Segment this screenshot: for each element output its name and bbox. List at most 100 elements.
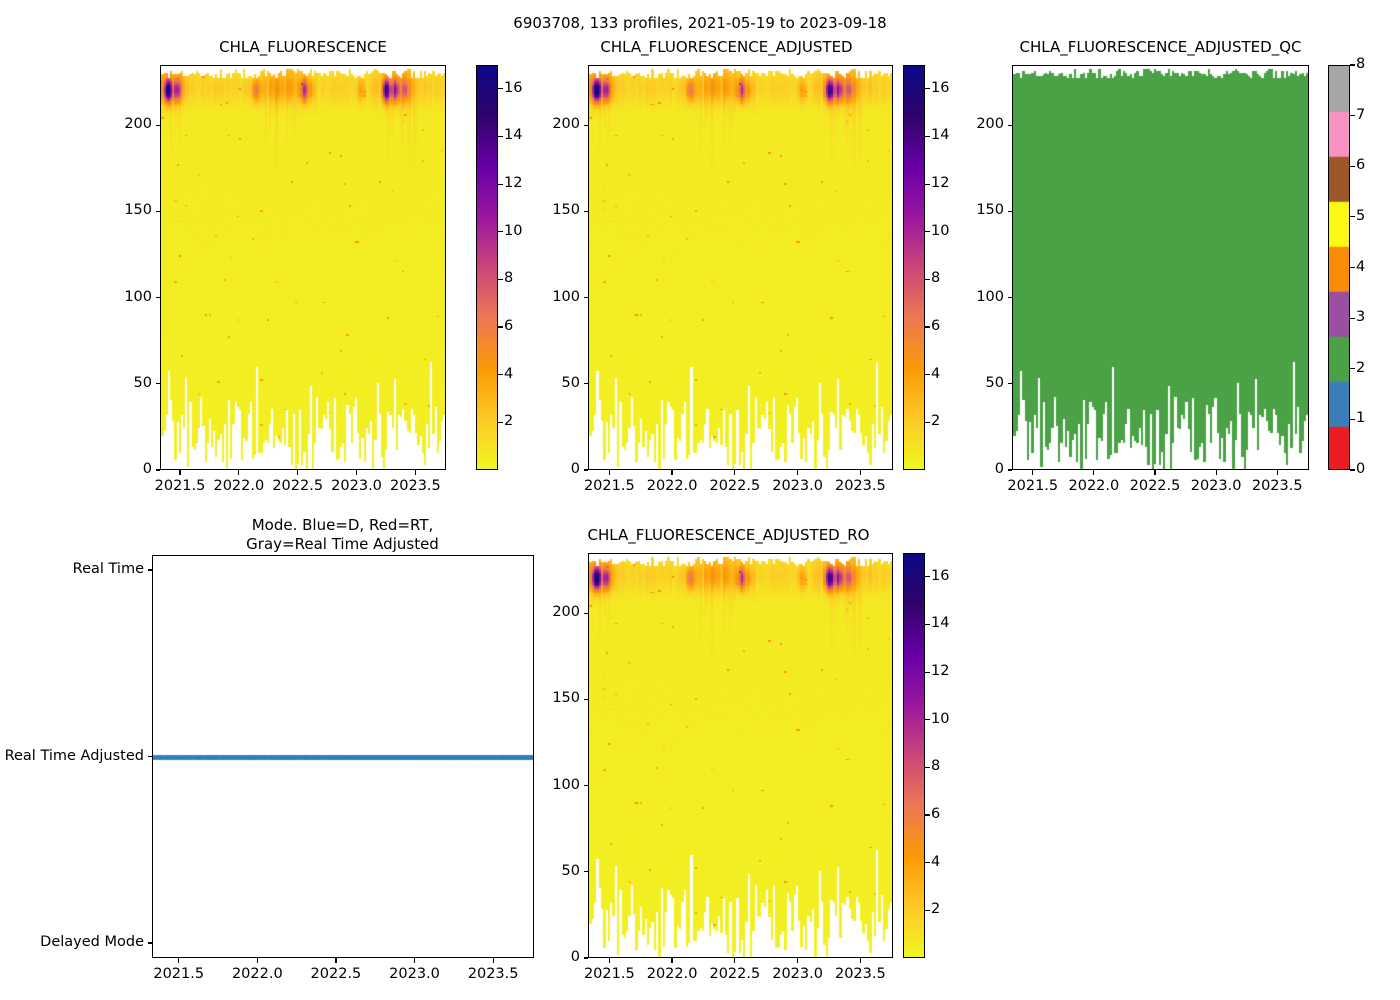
x-tickmark: [734, 958, 736, 963]
x-tickmark: [414, 470, 416, 475]
colorbar-tick-label: 14: [931, 127, 950, 144]
colorbar-tickmark: [925, 326, 930, 328]
colorbar-tickmark: [1350, 216, 1355, 218]
y-tick-label: 200: [976, 116, 1004, 133]
x-tickmark: [671, 470, 673, 475]
heatmap-chla-fluorescence[interactable]: [160, 65, 446, 470]
colorbar-tickmark: [925, 421, 930, 423]
colorbar-tick-label: 10: [504, 222, 523, 239]
panel-title-mode: Mode. Blue=D, Red=RT, Gray=Real Time Adj…: [155, 516, 530, 554]
colorbar-tick-label: 16: [504, 79, 523, 96]
x-tick-label: 2023.5: [834, 966, 886, 982]
y-tick-label: Delayed Mode: [40, 934, 144, 951]
colorbar-canvas: [1329, 66, 1349, 469]
colorbar-tickmark: [498, 135, 503, 138]
y-tick-label: 50: [561, 862, 580, 879]
x-tick-label: 2021.5: [583, 478, 635, 494]
colorbar-tickmark: [1350, 266, 1355, 269]
colorbar-tick-label: 6: [504, 318, 514, 335]
colorbar-tickmark: [925, 766, 930, 768]
panel-title-chla-fluorescence-adjusted-ro: CHLA_FLUORESCENCE_ADJUSTED_RO: [587, 526, 870, 544]
colorbar-chla-fluorescence[interactable]: [476, 65, 498, 470]
x-tick-label: 2022.0: [231, 966, 283, 982]
panel-title-mode-line2: Gray=Real Time Adjusted: [246, 535, 439, 553]
colorbar-tick-label: 16: [931, 79, 950, 96]
colorbar-tick-label: 2: [931, 413, 941, 430]
panel-title-chla-fluorescence-adjusted-qc: CHLA_FLUORESCENCE_ADJUSTED_QC: [1019, 38, 1302, 56]
x-tickmark: [734, 470, 736, 475]
colorbar-tickmark: [1350, 469, 1355, 471]
colorbar-tick-label: 6: [931, 806, 941, 823]
y-tickmark: [583, 297, 588, 299]
colorbar-tick-label: 6: [931, 318, 941, 335]
colorbar-tickmark: [1350, 368, 1355, 370]
mode-scatter-plot[interactable]: [152, 555, 534, 958]
x-tickmark: [859, 470, 861, 475]
colorbar-tickmark: [925, 862, 930, 864]
heatmap-chla-fluorescence-adjusted[interactable]: [588, 65, 893, 470]
colorbar-chla-fluorescence-adjusted[interactable]: [903, 65, 925, 470]
x-tick-label: 2021.5: [154, 478, 206, 494]
x-tickmark: [1093, 470, 1095, 475]
x-tickmark: [1276, 470, 1278, 475]
colorbar-tick-label: 7: [1356, 106, 1366, 123]
x-tickmark: [1154, 470, 1156, 475]
x-tick-label: 2022.5: [272, 478, 324, 494]
y-tickmark: [147, 942, 152, 944]
y-tickmark: [583, 210, 588, 213]
colorbar-tick-label: 4: [931, 365, 941, 382]
colorbar-tick-label: 10: [931, 222, 950, 239]
colorbar-tick-label: 6: [1356, 157, 1366, 174]
colorbar-tick-label: 3: [1356, 309, 1366, 326]
x-tickmark: [179, 470, 181, 475]
x-tick-label: 2023.0: [331, 478, 382, 494]
y-tickmark: [155, 383, 160, 385]
y-tickmark: [1007, 297, 1012, 299]
colorbar-tick-label: 8: [1356, 56, 1366, 72]
y-tick-label: 50: [985, 374, 1004, 391]
y-tickmark: [583, 957, 588, 959]
colorbar-tick-label: 12: [931, 663, 950, 680]
colorbar-canvas: [477, 66, 497, 469]
x-tick-label: 2023.0: [1190, 478, 1242, 494]
colorbar-tick-label: 4: [504, 365, 514, 382]
colorbar-tick-label: 4: [1356, 258, 1366, 275]
heatmap-chla-fluorescence-adjusted-qc[interactable]: [1012, 65, 1309, 470]
panel-title-chla-fluorescence: CHLA_FLUORESCENCE: [219, 38, 387, 56]
colorbar-chla-fluorescence-adjusted-qc[interactable]: [1328, 65, 1350, 470]
y-tickmark: [1007, 124, 1012, 126]
colorbar-tick-label: 10: [931, 710, 950, 727]
colorbar-tickmark: [925, 623, 930, 626]
colorbar-tick-label: 14: [931, 615, 950, 632]
y-tickmark: [583, 785, 588, 787]
x-tick-label: 2023.5: [467, 966, 519, 982]
mode-scatter-canvas: [153, 556, 533, 957]
colorbar-tickmark: [498, 231, 503, 233]
y-tickmark: [583, 871, 588, 873]
x-tick-label: 2023.5: [834, 478, 886, 494]
panel-title-mode-line1: Mode. Blue=D, Red=RT,: [251, 516, 434, 534]
colorbar-tick-label: 1: [1356, 410, 1366, 427]
figure-suptitle: 6903708, 133 profiles, 2021-05-19 to 202…: [513, 14, 887, 32]
panel-title-chla-fluorescence-adjusted: CHLA_FLUORESCENCE_ADJUSTED: [600, 38, 853, 56]
heatmap-canvas: [589, 66, 892, 469]
colorbar-chla-fluorescence-adjusted-ro[interactable]: [903, 553, 925, 958]
x-tick-label: 2023.0: [389, 966, 440, 982]
colorbar-tick-label: 5: [1356, 207, 1366, 224]
y-tick-label: 100: [124, 288, 152, 305]
y-tick-label: 100: [552, 776, 580, 793]
colorbar-tickmark: [498, 278, 503, 280]
colorbar-tick-label: 4: [931, 853, 941, 870]
y-tickmark: [583, 124, 588, 126]
colorbar-tickmark: [925, 88, 930, 90]
colorbar-tick-label: 12: [504, 175, 523, 192]
heatmap-chla-fluorescence-adjusted-ro[interactable]: [588, 553, 893, 958]
y-tickmark: [155, 210, 160, 213]
x-tick-label: 2022.0: [1068, 478, 1120, 494]
y-tick-label: 0: [570, 461, 580, 477]
x-tickmark: [413, 958, 416, 963]
x-tick-label: 2022.0: [646, 478, 698, 494]
y-tick-label: Real Time Adjusted: [4, 747, 144, 764]
colorbar-tick-label: 2: [1356, 359, 1366, 376]
colorbar-canvas: [904, 554, 924, 957]
